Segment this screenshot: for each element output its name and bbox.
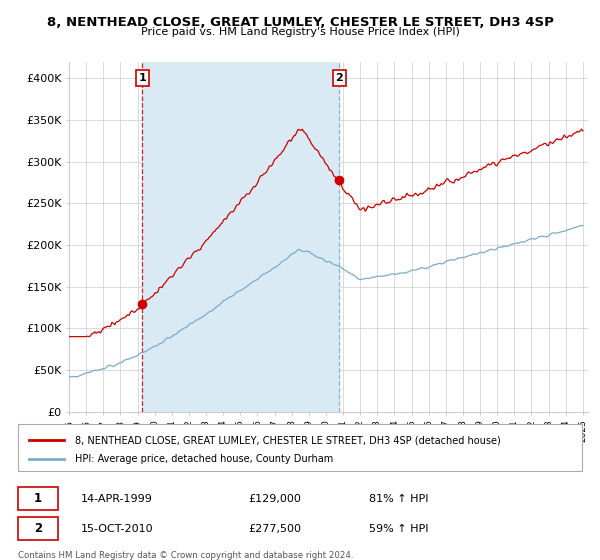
Text: £129,000: £129,000 <box>248 493 301 503</box>
Text: Price paid vs. HM Land Registry's House Price Index (HPI): Price paid vs. HM Land Registry's House … <box>140 27 460 37</box>
Bar <box>18 517 58 540</box>
Text: 14-APR-1999: 14-APR-1999 <box>81 493 153 503</box>
Text: 1: 1 <box>34 492 42 505</box>
Text: 8, NENTHEAD CLOSE, GREAT LUMLEY, CHESTER LE STREET, DH3 4SP: 8, NENTHEAD CLOSE, GREAT LUMLEY, CHESTER… <box>47 16 553 29</box>
Text: 2: 2 <box>335 73 343 83</box>
Text: 8, NENTHEAD CLOSE, GREAT LUMLEY, CHESTER LE STREET, DH3 4SP (detached house): 8, NENTHEAD CLOSE, GREAT LUMLEY, CHESTER… <box>76 435 501 445</box>
Text: HPI: Average price, detached house, County Durham: HPI: Average price, detached house, Coun… <box>76 454 334 464</box>
Text: Contains HM Land Registry data © Crown copyright and database right 2024.
This d: Contains HM Land Registry data © Crown c… <box>18 552 353 560</box>
Text: 1: 1 <box>139 73 146 83</box>
Text: 15-OCT-2010: 15-OCT-2010 <box>81 524 154 534</box>
Text: 59% ↑ HPI: 59% ↑ HPI <box>369 524 428 534</box>
Text: 81% ↑ HPI: 81% ↑ HPI <box>369 493 428 503</box>
Bar <box>18 424 582 472</box>
Text: £277,500: £277,500 <box>248 524 301 534</box>
Bar <box>18 487 58 510</box>
Bar <box>142 62 340 412</box>
Text: 2: 2 <box>34 522 42 535</box>
